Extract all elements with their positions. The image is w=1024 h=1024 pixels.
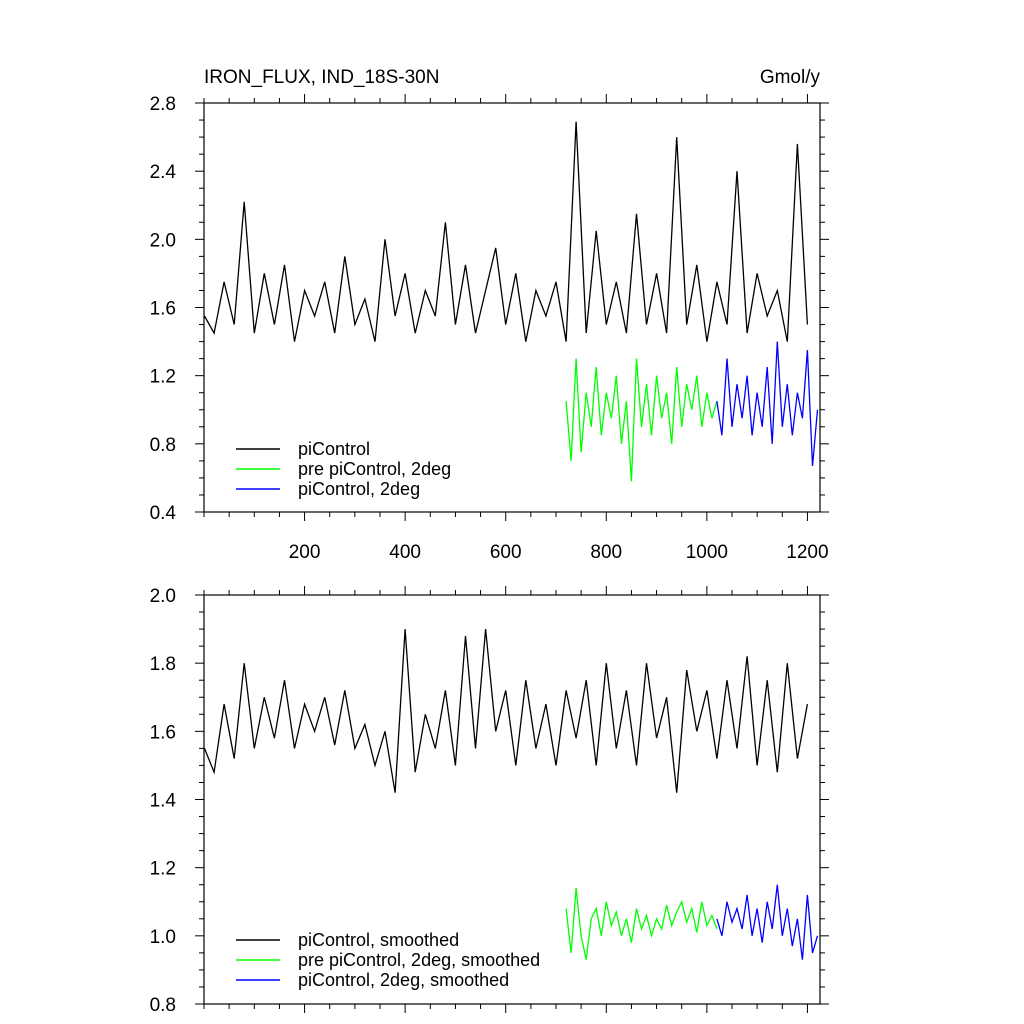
y-tick-label: 1.2 xyxy=(150,367,176,388)
top-panel: IRON_FLUX, IND_18S-30N Gmol/y 0.4 0.8 1.2 1… xyxy=(150,67,829,563)
bottom-plot-frame xyxy=(203,594,821,1005)
x-tick-label: 400 xyxy=(389,542,421,563)
legend-label: pre piControl, 2deg, smoothed xyxy=(298,950,540,970)
y-tick-label: 1.4 xyxy=(150,791,177,812)
series-line xyxy=(565,358,718,482)
x-tick-label: 600 xyxy=(490,542,522,563)
units-label: Gmol/y xyxy=(760,67,821,88)
x-tick-label: 800 xyxy=(590,542,622,563)
legend-label: piControl, 2deg, smoothed xyxy=(298,970,509,990)
y-tick-label: 2.8 xyxy=(150,94,176,115)
y-tick-label: 2.4 xyxy=(150,162,177,183)
series-line xyxy=(565,888,718,960)
legend-label: piControl xyxy=(298,439,370,459)
series-line xyxy=(203,121,809,342)
y-tick-label: 1.2 xyxy=(150,859,176,880)
top-ticks: 0.4 0.8 1.2 1.6 2.0 2.4 2.8 200 400 600 800 1000 120… xyxy=(150,94,829,563)
legend-label: piControl, 2deg xyxy=(298,479,420,499)
y-tick-label: 1.8 xyxy=(150,654,176,675)
x-tick-label: 1200 xyxy=(786,542,828,563)
x-tick-label: 200 xyxy=(289,542,321,563)
bottom-panel: 0.8 1.0 1.2 1.4 1.6 1.8 2.0 piControl, smoothe… xyxy=(150,586,829,1016)
y-tick-label: 0.4 xyxy=(150,503,177,524)
top-series xyxy=(203,121,819,482)
x-tick-label: 1000 xyxy=(686,542,728,563)
legend-label: piControl, smoothed xyxy=(298,930,459,950)
series-line xyxy=(716,884,819,960)
legend-label: pre piControl, 2deg xyxy=(298,459,451,479)
y-tick-label: 0.8 xyxy=(150,435,176,456)
bottom-series xyxy=(203,629,819,960)
y-tick-label: 1.6 xyxy=(150,299,176,320)
y-tick-label: 1.6 xyxy=(150,722,176,743)
bottom-ticks: 0.8 1.0 1.2 1.4 1.6 1.8 2.0 xyxy=(150,586,829,1016)
series-line xyxy=(716,341,819,467)
chart-title: IRON_FLUX, IND_18S-30N xyxy=(204,67,439,88)
series-line xyxy=(203,629,809,793)
y-tick-label: 2.0 xyxy=(150,230,176,251)
y-tick-label: 1.0 xyxy=(150,927,176,948)
y-tick-label: 2.0 xyxy=(150,586,176,607)
y-tick-label: 0.8 xyxy=(150,995,176,1016)
